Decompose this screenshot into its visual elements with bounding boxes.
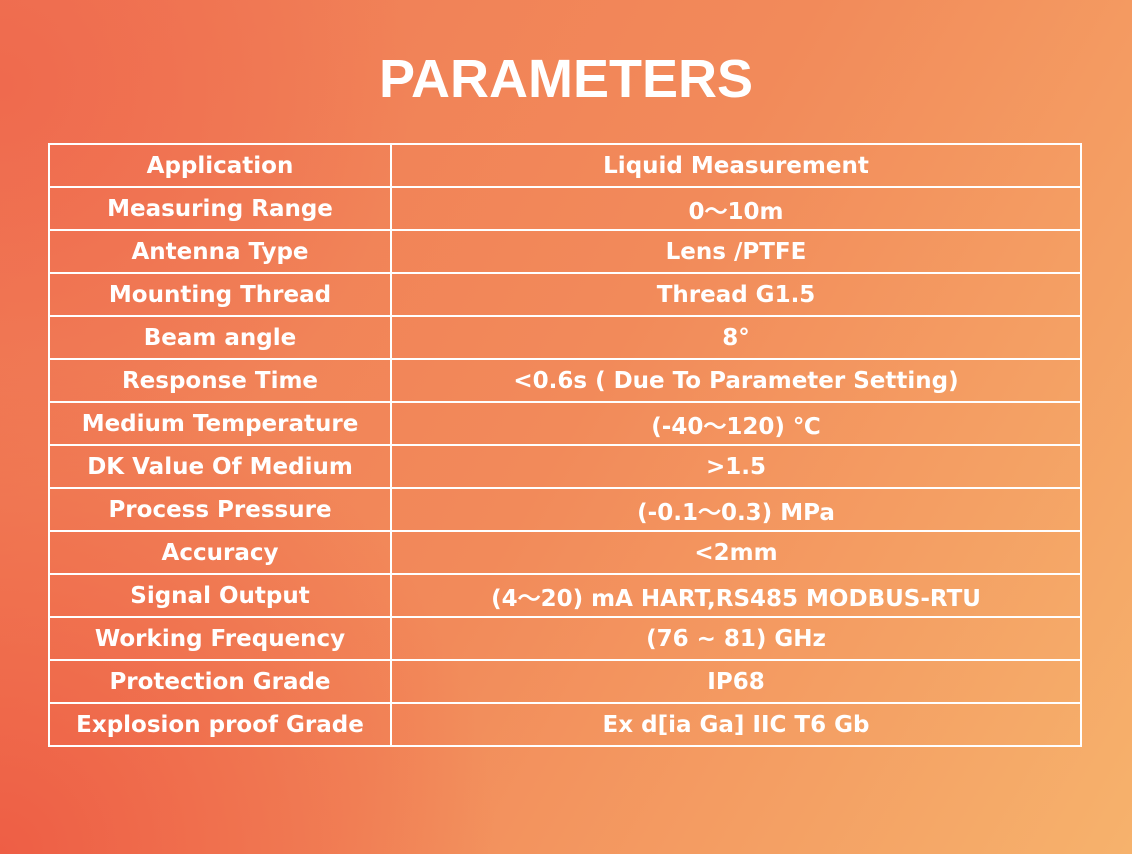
label-cell: Protection Grade xyxy=(48,659,392,704)
value-cell: (76 ~ 81) GHz xyxy=(390,616,1082,661)
table-row: Working Frequency (76 ~ 81) GHz xyxy=(48,616,1082,661)
table-row: Explosion proof Grade Ex d[ia Ga] IIC T6 … xyxy=(48,702,1082,747)
title: PARAMETERS xyxy=(378,49,754,109)
table-row: Signal Output (4～20) mA HART,RS485 MODBUS… xyxy=(48,573,1082,618)
value-cell: Liquid Measurement xyxy=(390,143,1082,188)
label-cell: Explosion proof Grade xyxy=(48,702,392,747)
label-cell: DK Value Of Medium xyxy=(48,444,392,489)
value-cell: 0～10m xyxy=(390,186,1082,231)
label-cell: Application xyxy=(48,143,392,188)
table-row: Process Pressure (-0.1～0.3) MPa xyxy=(48,487,1082,532)
value-cell: Ex d[ia Ga] IIC T6 Gb xyxy=(390,702,1082,747)
label-cell: Mounting Thread xyxy=(48,272,392,317)
value-cell: IP68 xyxy=(390,659,1082,704)
table-row: Application Liquid Measurement xyxy=(48,143,1082,188)
label-cell: Process Pressure xyxy=(48,487,392,532)
table-row: Medium Temperature (-40～120) ℃ xyxy=(48,401,1082,446)
label-cell: Accuracy xyxy=(48,530,392,575)
label-cell: Response Time xyxy=(48,358,392,403)
label-cell: Medium Temperature xyxy=(48,401,392,446)
value-cell: <2mm xyxy=(390,530,1082,575)
table-row: Protection Grade IP68 xyxy=(48,659,1082,704)
label-cell: Signal Output xyxy=(48,573,392,618)
value-cell: <0.6s ( Due To Parameter Setting) xyxy=(390,358,1082,403)
value-cell: Lens /PTFE xyxy=(390,229,1082,274)
table-row: Response Time <0.6s ( Due To Parameter Se… xyxy=(48,358,1082,403)
value-cell: Thread G1.5 xyxy=(390,272,1082,317)
table-row: DK Value Of Medium >1.5 xyxy=(48,444,1082,489)
table-row: Beam angle 8° xyxy=(48,315,1082,360)
value-cell: (4～20) mA HART,RS485 MODBUS-RTU xyxy=(390,573,1082,618)
parameters-table: Application Liquid Measurement Measuring R… xyxy=(48,143,1082,747)
label-cell: Working Frequency xyxy=(48,616,392,661)
label-cell: Measuring Range xyxy=(48,186,392,231)
value-cell: >1.5 xyxy=(390,444,1082,489)
table-row: Accuracy <2mm xyxy=(48,530,1082,575)
table-row: Mounting Thread Thread G1.5 xyxy=(48,272,1082,317)
table-row: Antenna Type Lens /PTFE xyxy=(48,229,1082,274)
label-cell: Beam angle xyxy=(48,315,392,360)
value-cell: 8° xyxy=(390,315,1082,360)
table-row: Measuring Range 0～10m xyxy=(48,186,1082,231)
value-cell: (-40～120) ℃ xyxy=(390,401,1082,446)
label-cell: Antenna Type xyxy=(48,229,392,274)
value-cell: (-0.1～0.3) MPa xyxy=(390,487,1082,532)
